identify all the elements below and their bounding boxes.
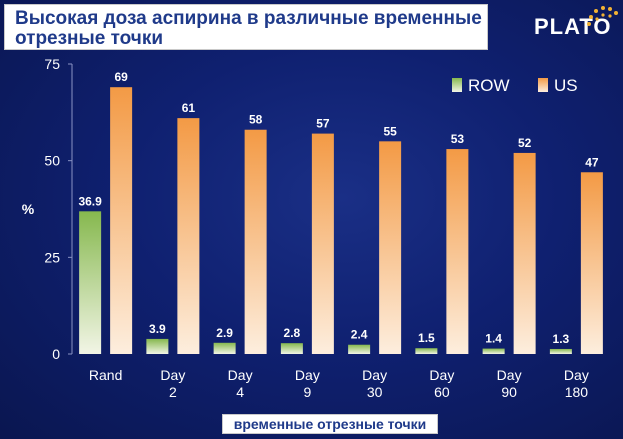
x-tick-label-line: 30 <box>367 384 383 400</box>
row-data-label: 2.8 <box>284 326 301 340</box>
y-tick-label: 0 <box>52 346 60 362</box>
us-bar <box>513 152 536 354</box>
y-tick-label: 75 <box>44 56 60 72</box>
x-tick-label-line: 60 <box>434 384 450 400</box>
x-tick-label-line: 4 <box>236 384 244 400</box>
x-tick-label-line: 9 <box>303 384 311 400</box>
us-bar <box>446 149 469 354</box>
us-bar <box>110 87 133 354</box>
x-axis-label: временные отрезные точки <box>222 414 438 434</box>
x-tick-label-line: 2 <box>169 384 177 400</box>
y-axis-label: % <box>22 201 35 217</box>
us-legend-swatch <box>538 78 548 92</box>
row-data-label: 1.5 <box>418 331 435 345</box>
x-tick-label: Day 60 <box>429 367 454 400</box>
us-data-label: 57 <box>316 117 330 131</box>
us-data-label: 52 <box>518 136 532 150</box>
row-data-label: 1.3 <box>553 332 570 346</box>
us-data-label: 69 <box>114 70 128 84</box>
row-legend-swatch <box>452 78 462 92</box>
x-tick-label-line: Rand <box>89 367 122 383</box>
row-bar <box>482 348 505 354</box>
row-data-label: 3.9 <box>149 322 166 336</box>
x-tick-label-line: 180 <box>565 384 589 400</box>
row-bar <box>549 348 572 354</box>
x-tick-label: Day 4 <box>228 367 253 400</box>
row-data-label: 2.4 <box>351 328 368 342</box>
x-tick-label-line: Day <box>362 367 387 383</box>
row-bar <box>79 211 102 354</box>
x-tick-label: Day 9 <box>295 367 320 400</box>
us-legend-label: US <box>554 76 578 95</box>
us-data-label: 58 <box>249 113 263 127</box>
title-box: Высокая доза аспирина в различные времен… <box>4 4 488 50</box>
row-bar <box>146 338 169 354</box>
row-bar <box>415 348 438 354</box>
x-tick-label: Rand <box>89 367 122 383</box>
row-data-label: 1.4 <box>485 332 502 346</box>
x-tick-label-line: Day <box>429 367 454 383</box>
us-bar <box>580 172 603 354</box>
row-bar <box>213 342 236 354</box>
x-tick-label: Day 180 <box>564 367 589 400</box>
x-tick-label-line: Day <box>564 367 589 383</box>
us-data-label: 47 <box>585 155 599 169</box>
us-bar <box>311 133 334 354</box>
chart-title-line-1: Высокая доза аспирина в различные времен… <box>15 8 482 29</box>
y-tick-label: 25 <box>44 249 60 265</box>
x-tick-label-line: Day <box>160 367 185 383</box>
row-bar <box>280 343 303 354</box>
us-bar <box>244 129 267 354</box>
x-tick-label: Day 90 <box>497 367 522 400</box>
row-data-label: 2.9 <box>216 326 233 340</box>
y-tick-label: 50 <box>44 153 60 169</box>
us-data-label: 53 <box>451 132 465 146</box>
us-bar <box>177 118 200 354</box>
us-data-label: 55 <box>383 124 397 138</box>
logo-dots-icon <box>587 6 618 26</box>
x-tick-label: Day 30 <box>362 367 387 400</box>
chart-title-line-2: отрезные точки <box>15 28 164 49</box>
x-tick-label-line: Day <box>295 367 320 383</box>
x-tick-label-line: 90 <box>501 384 517 400</box>
row-data-label: 36.9 <box>78 194 102 208</box>
x-tick-label-line: Day <box>497 367 522 383</box>
x-tick-label-line: Day <box>228 367 253 383</box>
us-bar <box>379 141 402 354</box>
x-tick-label: Day 2 <box>160 367 185 400</box>
row-legend-label: ROW <box>468 76 510 95</box>
row-bar <box>348 344 371 354</box>
us-data-label: 61 <box>182 101 196 115</box>
